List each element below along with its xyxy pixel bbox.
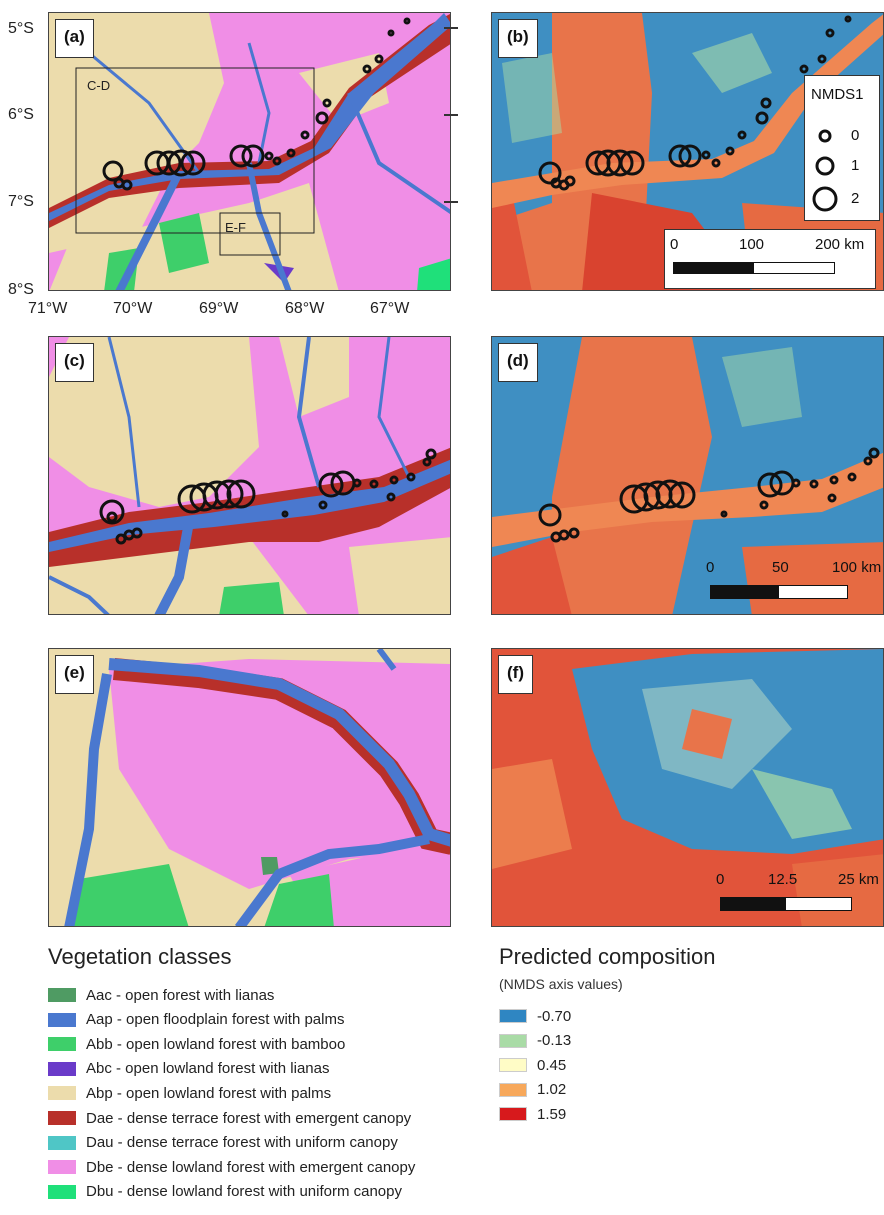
panel-a-vegetation-map: (a) C-D E-F [48,12,451,291]
vegetation-legend-item: Abc - open lowland forest with lianas [48,1060,329,1078]
lon-label-71w: 71°W [28,300,68,317]
lat-tick-7s [444,201,458,203]
vegetation-legend-swatch [48,1037,76,1052]
panel-c-label: (c) [55,343,94,382]
scalebar-d-label-50: 50 [772,559,789,576]
vegetation-legend-item: Abb - open lowland forest with bamboo [48,1035,345,1053]
nmds1-value-2: 2 [851,190,860,207]
scalebar-f-label-0: 0 [716,871,725,888]
scalebar-b-label-0: 0 [670,236,679,253]
nmds1-legend: NMDS1 0 1 2 [804,75,880,221]
composition-map-d [492,337,883,614]
panel-f-composition-map: (f) 0 12.5 25 km [491,648,884,927]
panel-d-label: (d) [498,343,538,382]
vegetation-legend-label: Abb - open lowland forest with bamboo [86,1035,346,1053]
box-ef-label: E-F [225,220,246,235]
composition-legend-swatch [499,1107,527,1122]
vegetation-legend-label: Dau - dense terrace forest with uniform … [86,1134,398,1152]
scalebar-f-label-12.5: 12.5 [768,871,798,888]
composition-legend-swatch [499,1033,527,1048]
composition-legend-label: 0.45 [537,1056,567,1074]
vegetation-legend-label: Abp - open lowland forest with palms [86,1084,332,1102]
nmds1-legend-circles [812,129,838,212]
panel-b-composition-map: (b) NMDS1 0 1 2 0 100 200 km [491,12,884,291]
nmds1-value-1: 1 [851,157,860,174]
panel-c-vegetation-map: (c) [48,336,451,615]
scalebar-b-label-100: 100 [739,236,765,253]
panel-b-label: (b) [498,19,538,58]
scalebar-b-label-200: 200 km [815,236,865,253]
vegetation-legend-label: Dae - dense terrace forest with emergent… [86,1109,412,1127]
panel-a-label: (a) [55,19,94,58]
vegetation-legend-swatch [48,1184,76,1199]
vegetation-map-c [49,337,450,614]
vegetation-legend-label: Abc - open lowland forest with lianas [86,1060,330,1078]
composition-legend-item: 1.02 [499,1081,566,1099]
composition-legend-swatch [499,1009,527,1023]
vegetation-legend-label: Aac - open forest with lianas [86,986,275,1004]
vegetation-legend-item: Abp - open lowland forest with palms [48,1084,331,1102]
vegetation-legend-label: Dbe - dense lowland forest with emergent… [86,1158,416,1176]
panel-f-label: (f) [498,655,533,694]
box-cd-label: C-D [87,78,111,93]
composition-legend-subtitle: (NMDS axis values) [499,976,623,992]
composition-legend-swatch [499,1058,527,1073]
composition-legend-item: -0.70 [499,1007,571,1025]
lat-tick-6s [444,114,458,116]
vegetation-legend-swatch [48,1012,76,1027]
vegetation-legend-title: Vegetation classes [48,944,232,969]
lon-label-70w: 70°W [113,300,153,317]
vegetation-legend-swatch [48,1086,76,1101]
panel-e-vegetation-map: (e) [48,648,451,927]
lon-label-68w: 68°W [285,300,325,317]
vegetation-legend-item: Dau - dense terrace forest with uniform … [48,1134,398,1152]
scalebar-b-bar [673,262,835,274]
nmds1-legend-title: NMDS1 [811,86,864,103]
scalebar-b: 0 100 200 km [664,229,876,289]
composition-legend-swatch [499,1082,527,1097]
composition-legend-label: 1.59 [537,1105,567,1123]
scalebar-d-bar [710,585,848,599]
composition-legend-item: 1.59 [499,1105,566,1123]
composition-legend-label: -0.70 [537,1007,572,1025]
lat-label-7s: 7°S [8,193,34,210]
composition-legend-label: -0.13 [537,1032,572,1050]
vegetation-map-e [49,649,450,926]
vegetation-legend-item: Dbu - dense lowland forest with uniform … [48,1183,402,1201]
vegetation-legend-swatch [48,1061,76,1076]
vegetation-legend-item: Dae - dense terrace forest with emergent… [48,1109,411,1127]
composition-map-f [492,649,883,926]
scalebar-f-label-25: 25 km [838,871,879,888]
lon-label-69w: 69°W [199,300,239,317]
panel-e-label: (e) [55,655,94,694]
lat-label-5s: 5°S [8,20,34,37]
vegetation-legend-label: Aap - open floodplain forest with palms [86,1011,345,1029]
lat-tick-5s [444,27,458,29]
vegetation-legend-label: Dbu - dense lowland forest with uniform … [86,1183,402,1201]
vegetation-legend-swatch [48,1111,76,1125]
vegetation-legend-swatch [48,988,76,1002]
scalebar-d-label-100: 100 km [832,559,882,576]
vegetation-legend-item: Dbe - dense lowland forest with emergent… [48,1158,415,1176]
vegetation-legend-item: Aap - open floodplain forest with palms [48,1011,344,1029]
lat-label-8s: 8°S [8,281,34,298]
vegetation-map-a [49,13,450,290]
scalebar-f-bar [720,897,852,911]
panel-d-composition-map: (d) 0 50 100 km [491,336,884,615]
vegetation-legend-swatch [48,1160,76,1175]
lat-label-6s: 6°S [8,106,34,123]
composition-legend-item: 0.45 [499,1056,566,1074]
composition-legend-title: Predicted composition [499,944,716,969]
lon-label-67w: 67°W [370,300,410,317]
vegetation-legend-item: Aac - open forest with lianas [48,986,274,1004]
composition-legend-label: 1.02 [537,1081,567,1099]
vegetation-legend-swatch [48,1135,76,1150]
scalebar-d-label-0: 0 [706,559,715,576]
nmds1-value-0: 0 [851,127,860,144]
composition-legend-item: -0.13 [499,1032,571,1050]
